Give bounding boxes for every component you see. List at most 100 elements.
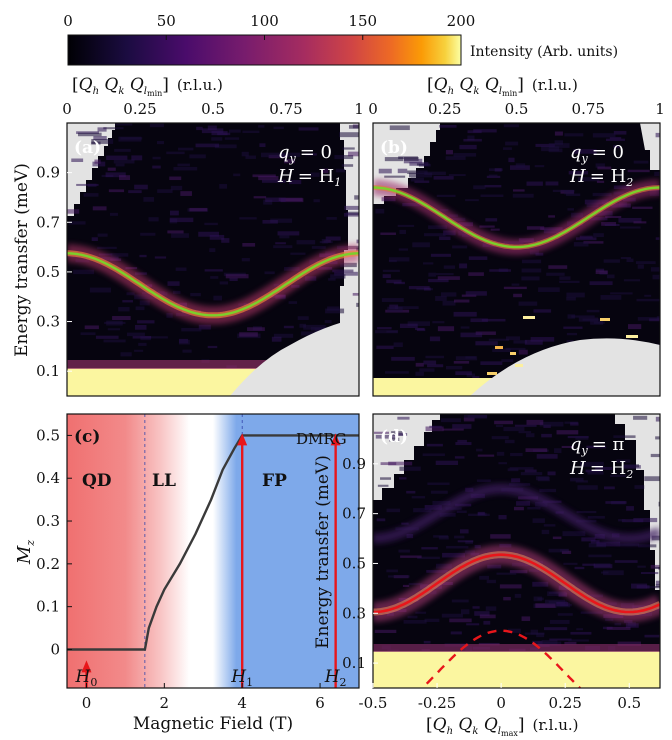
noise-patch <box>530 337 555 342</box>
noise-patch <box>242 130 260 134</box>
tick-label: -0.25 <box>418 694 456 712</box>
noise-patch <box>620 226 641 229</box>
mask-bottom-right <box>230 318 359 396</box>
noise-patch <box>439 236 451 241</box>
noise-patch <box>616 459 631 463</box>
noise-patch <box>628 324 642 330</box>
noise-patch <box>503 124 519 128</box>
noise-patch <box>618 519 626 522</box>
noise-patch <box>512 189 525 192</box>
noise-patch <box>219 184 228 189</box>
fit-curve-d <box>373 553 660 614</box>
noise-patch <box>610 474 627 477</box>
noise-patch <box>209 234 225 240</box>
panel-a-tag: (a) <box>74 138 101 158</box>
noise-patch <box>548 215 556 218</box>
noise-patch <box>330 274 346 279</box>
noise-patch <box>413 508 432 513</box>
noise-patch <box>76 183 99 186</box>
noise-patch <box>491 436 509 440</box>
noise-patch <box>224 137 240 140</box>
noise-patch <box>113 159 135 164</box>
panel-d-xlabel: [Qh Qk Qlmax] (r.l.u.) <box>426 715 579 738</box>
q-symbol: Q <box>99 75 118 95</box>
tick-label: 2 <box>160 694 170 712</box>
noise-patch <box>445 156 466 160</box>
noise-patch <box>474 545 481 549</box>
noise-patch <box>492 348 511 353</box>
noise-patch <box>494 168 502 172</box>
noise-patch <box>575 480 588 483</box>
noise-patch <box>421 547 438 550</box>
noise-patch <box>472 606 480 609</box>
noise-patch <box>548 548 569 553</box>
noise-patch <box>156 141 165 145</box>
noise-patch <box>457 540 474 543</box>
noise-patch <box>554 448 562 454</box>
noise-patch <box>381 298 404 302</box>
noise-patch <box>397 168 408 174</box>
noise-patch <box>646 586 660 589</box>
noise-patch <box>538 287 560 292</box>
noise-patch <box>573 149 597 154</box>
noise-patch <box>526 181 543 186</box>
noise-patch <box>210 276 219 279</box>
noise-patch <box>348 125 359 129</box>
noise-patch <box>122 300 133 303</box>
noise-patch <box>592 192 612 197</box>
noise-patch <box>486 175 501 178</box>
region-qd: QD <box>82 471 112 491</box>
noise-patch <box>126 292 135 296</box>
noise-patch <box>140 232 156 236</box>
noise-patch <box>467 135 475 141</box>
noise-patch <box>470 318 488 323</box>
noise-patch <box>445 365 463 370</box>
sub-y: y <box>581 444 589 457</box>
noise-patch <box>325 236 341 241</box>
tick-label: 0 <box>82 694 92 712</box>
noise-patch <box>459 263 468 269</box>
noise-patch <box>590 540 600 544</box>
panel-a-annotation-h: H = H1 <box>277 166 341 189</box>
panel-c-tag: (c) <box>74 427 100 447</box>
noise-patch <box>527 506 541 510</box>
noise-patch <box>128 190 142 194</box>
noise-patch <box>549 619 570 624</box>
noise-patch <box>283 325 294 329</box>
noise-patch <box>582 563 595 566</box>
noise-patch <box>296 240 316 245</box>
noise-patch <box>258 175 279 181</box>
noise-patch <box>204 269 223 272</box>
colorbar-label: Intensity (Arb. units) <box>470 44 618 60</box>
noise-patch <box>437 326 455 332</box>
tick-label: 0.25 <box>548 694 581 712</box>
noise-patch <box>376 345 394 349</box>
noise-texture-a <box>67 123 359 396</box>
noise-patch <box>574 566 585 570</box>
noise-patch <box>658 607 660 611</box>
noise-patch <box>659 183 660 187</box>
noise-patch <box>475 341 498 346</box>
noise-patch <box>511 283 520 286</box>
tick-label: 6 <box>315 694 325 712</box>
noise-patch <box>344 205 359 210</box>
sub-l: l <box>144 86 147 97</box>
noise-patch <box>280 152 301 157</box>
noise-patch <box>575 237 597 241</box>
noise-patch <box>524 469 537 473</box>
noise-patch <box>477 511 485 515</box>
noise-patch <box>644 476 660 482</box>
noise-patch <box>548 143 570 148</box>
noise-patch <box>120 352 132 357</box>
noise-patch <box>324 320 332 324</box>
panel-a: (a) qy = 0 H = H1 0.9 0.7 0.5 0.3 0.1 Energy t… <box>12 122 378 397</box>
noise-patch <box>652 274 660 280</box>
panel-d-annotation-q: qy = π <box>570 434 625 457</box>
noise-patch <box>476 448 483 452</box>
noise-patch <box>97 246 117 249</box>
noise-patch <box>380 477 392 480</box>
noise-patch <box>415 327 425 331</box>
noise-patch <box>253 196 267 199</box>
bright-spot <box>495 346 503 349</box>
tick-label: 0.9 <box>342 455 366 473</box>
